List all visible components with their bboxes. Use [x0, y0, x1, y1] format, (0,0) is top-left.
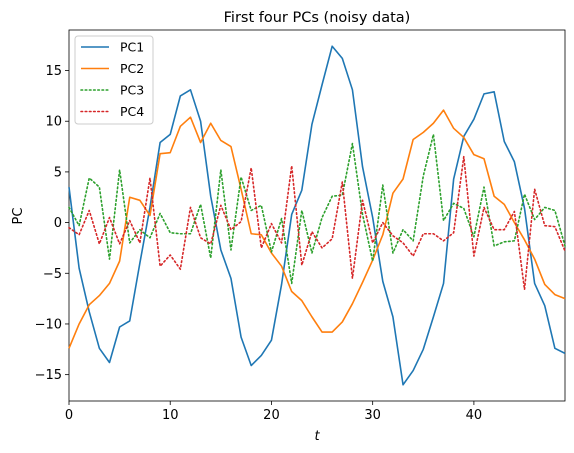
- legend-label-pc2: PC2: [120, 61, 144, 76]
- x-tick-label: 20: [263, 408, 280, 423]
- series-line-pc4: [68, 155, 566, 291]
- legend: PC1 PC2 PC3 PC4: [74, 35, 154, 125]
- chart-title: First four PCs (noisy data): [224, 10, 411, 26]
- x-tick-label: 0: [65, 408, 73, 423]
- legend-label-pc4: PC4: [120, 104, 144, 119]
- series-layer: [68, 45, 566, 386]
- series-line-pc3: [68, 133, 566, 285]
- legend-label-pc3: PC3: [120, 83, 144, 98]
- series-line-pc2: [68, 109, 566, 349]
- legend-label-pc1: PC1: [120, 40, 144, 55]
- x-axis-ticks: 0 10 20 30 40: [65, 401, 482, 423]
- y-tick-label: 15: [45, 64, 62, 79]
- x-tick-label: 30: [364, 408, 381, 423]
- legend-box: [74, 35, 154, 125]
- x-axis-label: t: [314, 429, 320, 444]
- y-tick-label: 0: [54, 216, 62, 231]
- x-tick-label: 40: [466, 408, 483, 423]
- x-tick-label: 10: [162, 408, 179, 423]
- y-axis-ticks: −15 −10 −5 0 5 10 15: [35, 64, 69, 383]
- y-tick-label: −5: [43, 267, 62, 282]
- y-tick-label: 5: [54, 165, 62, 180]
- y-tick-label: −15: [35, 368, 62, 383]
- y-axis-label: PC: [11, 208, 26, 225]
- y-tick-label: −10: [35, 317, 62, 332]
- y-tick-label: 10: [45, 115, 62, 130]
